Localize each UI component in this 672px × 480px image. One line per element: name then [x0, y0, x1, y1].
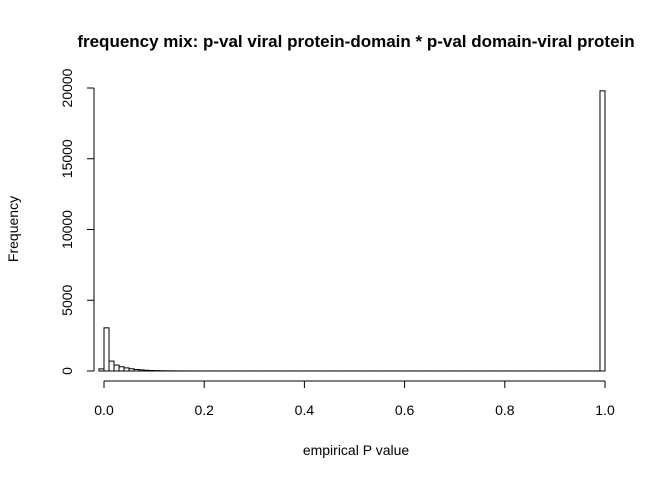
y-tick-label: 15000 — [59, 139, 75, 178]
histogram-bar — [108, 360, 115, 372]
y-tick-label: 0 — [59, 367, 75, 375]
x-tick-label: 0.4 — [295, 402, 315, 418]
x-tick-label: 0.0 — [94, 402, 114, 418]
histogram-bar — [133, 368, 140, 372]
histogram-bar — [599, 90, 606, 372]
histogram-bar — [118, 366, 125, 372]
histogram-bar — [103, 327, 110, 372]
histogram-bar — [113, 364, 120, 372]
y-tick-label: 20000 — [59, 68, 75, 107]
chart-title: frequency mix: p-val viral protein-domai… — [77, 32, 634, 51]
histogram-bar — [123, 367, 130, 372]
y-axis-label: Frequency — [5, 196, 21, 262]
histogram-bar — [143, 369, 150, 372]
y-tick-label: 5000 — [59, 284, 75, 315]
histogram-bar — [148, 370, 155, 372]
histogram-bar — [98, 368, 105, 372]
x-axis-label: empirical P value — [303, 442, 410, 458]
x-tick-label: 0.8 — [495, 402, 515, 418]
histogram-bar — [128, 368, 135, 372]
x-axis: 0.0 0.2 0.4 0.6 0.8 1.0 — [94, 380, 615, 418]
histogram-bar — [138, 369, 145, 372]
bars-group — [98, 90, 606, 372]
x-tick-label: 0.6 — [395, 402, 415, 418]
y-tick-label: 10000 — [59, 210, 75, 249]
x-tick-label: 0.2 — [194, 402, 214, 418]
x-tick-label: 1.0 — [595, 402, 615, 418]
y-axis: 0 5000 10000 15000 20000 — [59, 68, 95, 375]
